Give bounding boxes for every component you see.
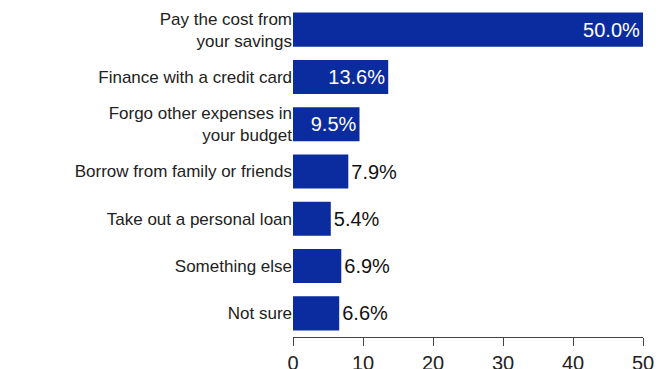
svg-text:50: 50 <box>632 352 654 369</box>
svg-text:0: 0 <box>287 352 298 369</box>
svg-text:Finance with a credit card: Finance with a credit card <box>98 68 292 87</box>
svg-text:5.4%: 5.4% <box>334 208 380 230</box>
svg-text:Pay the cost fromyour savings: Pay the cost fromyour savings <box>160 10 292 51</box>
svg-text:Borrow from family or friends: Borrow from family or friends <box>75 162 292 181</box>
svg-text:13.6%: 13.6% <box>328 66 385 88</box>
svg-text:6.9%: 6.9% <box>344 255 390 277</box>
svg-text:10: 10 <box>352 352 374 369</box>
svg-text:Take out a personal loan: Take out a personal loan <box>107 210 292 229</box>
svg-text:40: 40 <box>562 352 584 369</box>
svg-text:30: 30 <box>492 352 514 369</box>
svg-text:Something else: Something else <box>175 257 292 276</box>
svg-text:Forgo other expenses inyour bu: Forgo other expenses inyour budget <box>109 104 293 145</box>
svg-text:50.0%: 50.0% <box>583 19 640 41</box>
svg-text:6.6%: 6.6% <box>342 302 388 324</box>
svg-text:Not sure: Not sure <box>228 304 292 323</box>
svg-text:20: 20 <box>422 352 444 369</box>
svg-text:7.9%: 7.9% <box>351 161 397 183</box>
svg-text:9.5%: 9.5% <box>311 113 357 135</box>
